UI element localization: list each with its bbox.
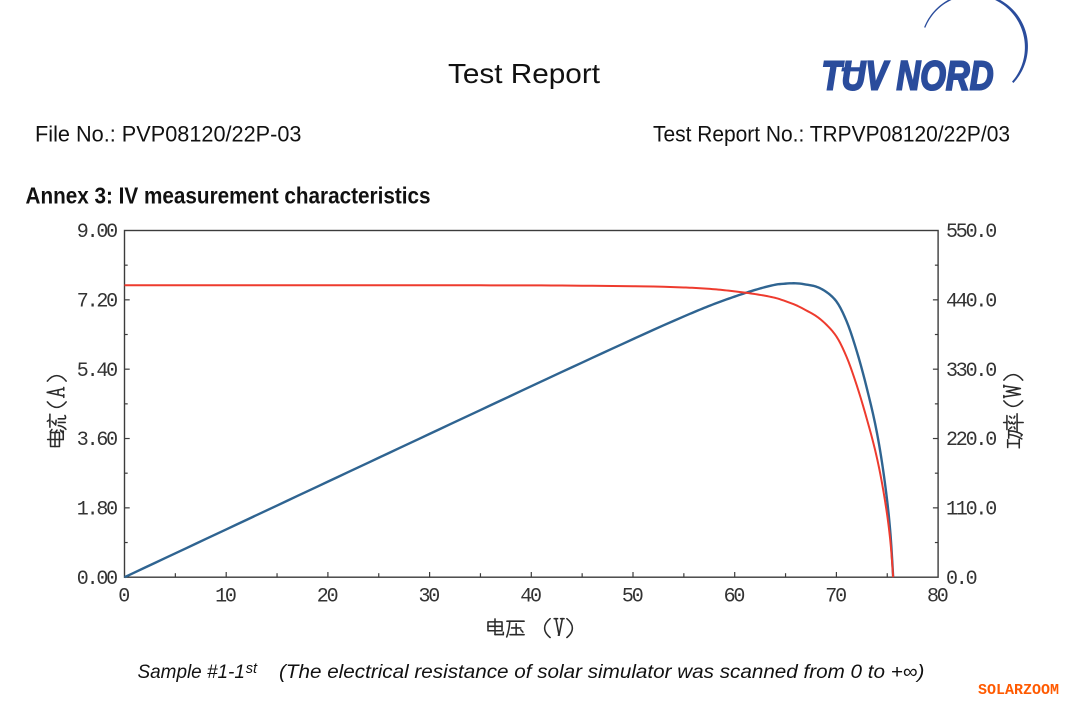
svg-text:Annex 3: IV measurement charac: Annex 3: IV measurement characteristics bbox=[26, 182, 431, 208]
svg-text:110.0: 110.0 bbox=[946, 499, 996, 522]
svg-text:80: 80 bbox=[927, 586, 948, 609]
svg-text:50: 50 bbox=[622, 586, 643, 609]
svg-text:10: 10 bbox=[215, 586, 236, 609]
svg-text:5.40: 5.40 bbox=[77, 360, 117, 383]
svg-text:Test Report No.: TRPVP08120/22: Test Report No.: TRPVP08120/22P/03 bbox=[653, 122, 1010, 147]
svg-text:Sample #1-1: Sample #1-1 bbox=[138, 661, 245, 683]
svg-text:Test Report: Test Report bbox=[448, 58, 600, 89]
svg-text:9.00: 9.00 bbox=[77, 221, 117, 244]
svg-text:TUV NORD: TUV NORD bbox=[822, 53, 994, 99]
svg-text:SOLARZOOM: SOLARZOOM bbox=[978, 682, 1059, 699]
svg-text:1.80: 1.80 bbox=[77, 499, 117, 522]
svg-text:3.60: 3.60 bbox=[77, 429, 117, 452]
svg-text:550.0: 550.0 bbox=[946, 221, 996, 244]
svg-text:7.20: 7.20 bbox=[77, 290, 117, 313]
svg-text:220.0: 220.0 bbox=[946, 429, 996, 452]
svg-text:330.0: 330.0 bbox=[946, 360, 996, 383]
svg-text:40: 40 bbox=[520, 586, 541, 609]
svg-text:st: st bbox=[246, 661, 258, 677]
svg-text:440.0: 440.0 bbox=[946, 290, 996, 313]
svg-text:0.0: 0.0 bbox=[946, 568, 977, 591]
svg-text:0.00: 0.00 bbox=[77, 568, 117, 591]
svg-text:(The electrical resistance of: (The electrical resistance of solar simu… bbox=[279, 661, 924, 683]
svg-text:70: 70 bbox=[825, 586, 846, 609]
svg-text:20: 20 bbox=[317, 586, 338, 609]
svg-text:0: 0 bbox=[118, 586, 129, 609]
svg-text:File No.: PVP08120/22P-03: File No.: PVP08120/22P-03 bbox=[35, 122, 302, 147]
svg-text:30: 30 bbox=[418, 586, 439, 609]
svg-text:60: 60 bbox=[724, 586, 745, 609]
